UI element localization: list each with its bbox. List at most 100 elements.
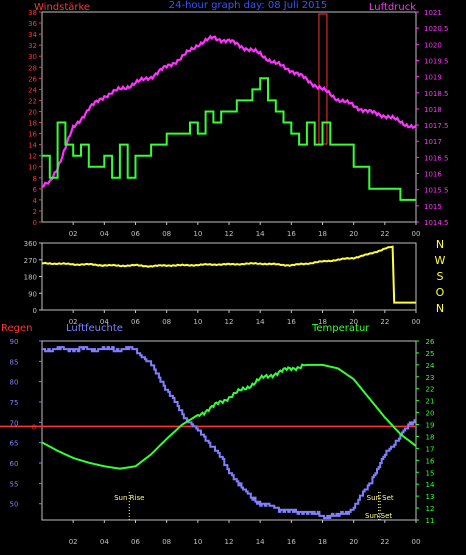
panel1-ytick-label: 32 (28, 42, 37, 50)
sun-marker-label: Sun:Set (365, 512, 392, 520)
panel2-xtick-label: 16 (287, 318, 296, 326)
panel2-xtick-label: 18 (318, 318, 327, 326)
panel3-xtick-label: 12 (225, 538, 234, 546)
panel3-xtick-label: 16 (287, 538, 296, 546)
panel3-rtick-label: 15 (426, 469, 435, 477)
panel3-rtick-label: 12 (426, 505, 435, 513)
panel2-xtick-label: 10 (193, 318, 202, 326)
panel3-rtick-label: 16 (426, 457, 435, 465)
panel2-ytick-label: 180 (24, 274, 37, 282)
panel3-ytick-label: 70 (10, 419, 19, 427)
panel1-xtick-label: 22 (380, 230, 389, 238)
panel1-xtick-label: 20 (349, 230, 358, 238)
compass-letter: W (435, 254, 446, 267)
header-windstaerke: Windstärke (34, 2, 90, 13)
panel2-ytick-label: 90 (28, 290, 37, 298)
panel1-xtick-label: 02 (69, 230, 78, 238)
panel1-ytick-label: 36 (28, 20, 37, 28)
regen-zero-label: 0 (32, 423, 36, 431)
panel1-xtick-label: 06 (131, 230, 140, 238)
panel2-ytick-label: 0 (33, 307, 37, 315)
panel3-xtick-label: 00 (412, 538, 421, 546)
panel1-rtick-label: 1016.5 (424, 154, 449, 162)
panel3-ytick-label: 50 (10, 501, 19, 509)
panel3-rtick-label: 21 (426, 398, 435, 406)
panel1-ytick-label: 12 (28, 153, 37, 161)
panel1-xtick-label: 10 (193, 230, 202, 238)
sun-marker-label: Sun Set (367, 494, 394, 502)
series-temperatur-line (41, 363, 417, 470)
header-title: 24-hour graph day: 08 Juli 2015 (169, 0, 327, 11)
panel3-ytick-label: 60 (10, 460, 19, 468)
panel3-xtick-label: 04 (100, 538, 109, 546)
panel1-ytick-label: 24 (28, 86, 37, 94)
panel1-rtick-label: 1020.5 (424, 25, 449, 33)
panel3-rtick-label: 13 (426, 493, 435, 501)
series-luftfeuchte-line (42, 346, 416, 519)
panel2-xtick-label: 04 (100, 318, 109, 326)
panel3-rtick-label: 11 (426, 517, 435, 525)
panel1-rtick-label: 1019 (424, 74, 442, 82)
panel1-xtick-label: 14 (256, 230, 265, 238)
panel1-xtick-label: 00 (412, 230, 421, 238)
panel1-rtick-label: 1014.5 (424, 219, 449, 227)
panel2-xtick-label: 14 (256, 318, 265, 326)
panel1-ytick-label: 6 (33, 186, 38, 194)
panel2-ytick-label: 360 (24, 240, 37, 248)
panel2-xtick-label: 22 (380, 318, 389, 326)
sun-marker-label: Sun Rise (114, 494, 144, 502)
panel1-ytick-label: 28 (28, 64, 37, 72)
panel1-xtick-label: 08 (162, 230, 171, 238)
panel3-rtick-label: 18 (426, 433, 435, 441)
panel3-ytick-label: 65 (10, 440, 19, 448)
panel1-ytick-label: 30 (28, 53, 37, 61)
panel1-ytick-label: 22 (28, 97, 37, 105)
panel3-xtick-label: 06 (131, 538, 140, 546)
series-luftdruck-line (41, 34, 417, 188)
header-temperatur: Temperatur (311, 323, 370, 334)
panel1-ytick-label: 20 (28, 108, 37, 116)
panel3-xtick-label: 22 (380, 538, 389, 546)
panel3-ytick-label: 75 (10, 399, 19, 407)
panel2-xtick-label: 20 (349, 318, 358, 326)
compass-letter: N (436, 238, 444, 251)
panel1-xtick-label: 04 (100, 230, 109, 238)
panel3-xtick-label: 14 (256, 538, 265, 546)
panel1-rtick-label: 1015 (424, 203, 442, 211)
panel1-rtick-label: 1018 (424, 106, 442, 114)
panel3-rtick-label: 24 (426, 362, 435, 370)
panel3-ytick-label: 55 (10, 480, 19, 488)
panel1-xtick-label: 12 (225, 230, 234, 238)
series-windrichtung-line (41, 245, 416, 304)
panel1-rtick-label: 1015.5 (424, 187, 449, 195)
panel2-xtick-label: 08 (162, 318, 171, 326)
panel2-xtick-label: 00 (412, 318, 421, 326)
panel3-rtick-label: 19 (426, 422, 435, 430)
panel3-xtick-label: 18 (318, 538, 327, 546)
compass-letter: N (436, 302, 444, 315)
panel3-rtick-label: 22 (426, 386, 435, 394)
panel1-xtick-label: 18 (318, 230, 327, 238)
panel3-ytick-label: 85 (10, 358, 19, 366)
panel3-frame (41, 340, 417, 521)
panel2-ytick-label: 270 (24, 257, 37, 265)
panel3-ytick-label: 80 (10, 379, 19, 387)
panel1-rtick-label: 1018.5 (424, 90, 449, 98)
panel1-ytick-label: 4 (33, 197, 38, 205)
panel2-xtick-label: 06 (131, 318, 140, 326)
panel3-rtick-label: 23 (426, 374, 435, 382)
panel1-rtick-label: 1017.5 (424, 122, 449, 130)
series-windstaerke-line (42, 77, 416, 201)
header-regen: Regen (1, 323, 33, 334)
panel1-ytick-label: 10 (28, 164, 37, 172)
panel1-ytick-label: 26 (28, 75, 37, 83)
panel3-xtick-label: 02 (69, 538, 78, 546)
panel2-frame (41, 242, 417, 311)
panel1-ytick-label: 0 (33, 219, 37, 227)
panel3-xtick-label: 10 (193, 538, 202, 546)
panel1-ytick-label: 2 (33, 208, 37, 216)
panel3-xtick-label: 08 (162, 538, 171, 546)
panel2-xtick-label: 12 (225, 318, 234, 326)
panel1-rtick-label: 1021 (424, 9, 442, 17)
